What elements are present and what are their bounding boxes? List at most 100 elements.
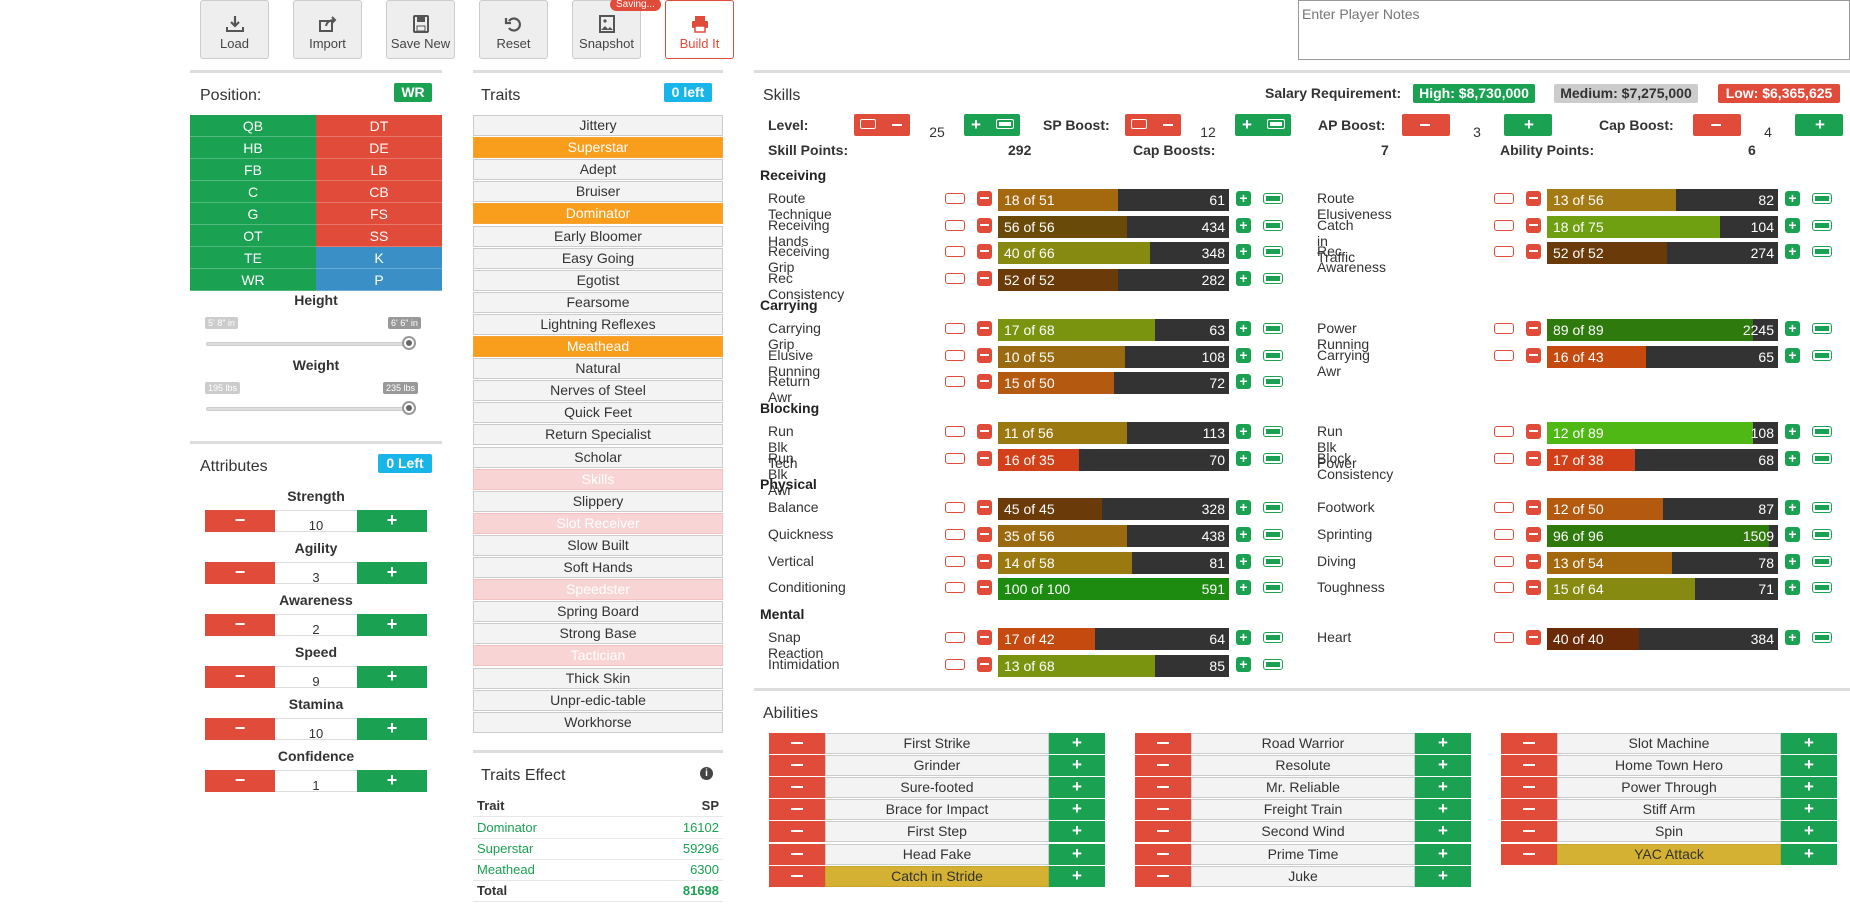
reset-button[interactable]: Reset (479, 0, 548, 59)
unboost-icon[interactable] (1494, 452, 1514, 464)
unboost-icon[interactable] (945, 529, 965, 540)
unboost-icon[interactable] (945, 555, 965, 567)
increase-skill-button[interactable]: + (1785, 630, 1800, 646)
ability-name[interactable]: Road Warrior (1191, 733, 1415, 754)
ability-name[interactable]: Resolute (1191, 755, 1415, 777)
trait-adept[interactable]: Adept (473, 159, 723, 181)
cap-boost-increase-button[interactable]: + (1795, 114, 1843, 136)
max-boost-icon[interactable] (1263, 582, 1283, 594)
increase-skill-button[interactable]: + (1785, 500, 1800, 516)
decrease-skill-button[interactable] (977, 320, 992, 336)
unboost-icon[interactable] (945, 376, 965, 388)
build-it-button[interactable]: Build It (665, 0, 734, 59)
decrease-skill-button[interactable] (1526, 244, 1541, 260)
increase-skill-button[interactable]: + (1236, 580, 1251, 596)
decrease-skill-button[interactable] (1526, 450, 1541, 466)
max-boost-icon[interactable] (1263, 425, 1283, 437)
ability-remove-button[interactable] (1135, 821, 1191, 843)
ability-name[interactable]: First Step (825, 821, 1049, 843)
ability-add-button[interactable]: + (1049, 821, 1105, 843)
max-boost-icon[interactable] (1812, 322, 1832, 334)
increase-skill-button[interactable]: + (1785, 527, 1800, 542)
trait-return-specialist[interactable]: Return Specialist (473, 424, 723, 446)
ability-name[interactable]: Brace for Impact (825, 799, 1049, 821)
unboost-icon[interactable] (1494, 322, 1514, 334)
max-boost-icon[interactable] (1812, 193, 1832, 204)
max-boost-icon[interactable] (1263, 555, 1283, 567)
max-boost-icon[interactable] (1812, 555, 1832, 567)
ability-add-button[interactable]: + (1049, 799, 1105, 821)
position-wr[interactable]: WR (190, 269, 316, 291)
increase-skill-button[interactable]: + (1236, 191, 1251, 206)
position-hb[interactable]: HB (190, 137, 316, 159)
increase-skill-button[interactable]: + (1236, 271, 1251, 287)
height-slider[interactable] (206, 342, 416, 346)
unboost-icon[interactable] (945, 193, 965, 204)
ability-name[interactable]: Spin (1557, 821, 1781, 843)
ability-add-button[interactable]: + (1781, 821, 1837, 843)
unboost-icon[interactable] (1494, 555, 1514, 567)
position-ot[interactable]: OT (190, 225, 316, 247)
unboost-icon[interactable] (1494, 632, 1514, 644)
attribute-increase-button[interactable]: + (357, 770, 427, 792)
unboost-icon[interactable] (945, 632, 965, 644)
max-boost-icon[interactable] (1263, 502, 1283, 514)
max-boost-icon[interactable] (1263, 193, 1283, 204)
attribute-increase-button[interactable]: + (357, 614, 427, 636)
ability-add-button[interactable]: + (1415, 733, 1471, 754)
position-fs[interactable]: FS (316, 203, 442, 225)
max-boost-icon[interactable] (1812, 529, 1832, 540)
position-k[interactable]: K (316, 247, 442, 269)
trait-early-bloomer[interactable]: Early Bloomer (473, 225, 723, 247)
attribute-decrease-button[interactable]: − (205, 770, 275, 792)
attribute-increase-button[interactable]: + (357, 562, 427, 584)
position-te[interactable]: TE (190, 247, 316, 269)
decrease-skill-button[interactable] (977, 374, 992, 390)
ability-add-button[interactable]: + (1415, 843, 1471, 865)
ability-add-button[interactable]: + (1415, 777, 1471, 799)
ability-add-button[interactable]: + (1781, 755, 1837, 777)
max-boost-icon[interactable] (1812, 502, 1832, 514)
ability-remove-button[interactable] (769, 865, 825, 887)
unboost-icon[interactable] (1494, 529, 1514, 540)
position-dt[interactable]: DT (316, 115, 442, 137)
unboost-icon[interactable] (945, 658, 965, 670)
trait-natural[interactable]: Natural (473, 358, 723, 380)
unboost-icon[interactable] (945, 502, 965, 514)
increase-skill-button[interactable]: + (1785, 217, 1800, 233)
ability-name[interactable]: Catch in Stride (825, 865, 1049, 887)
ability-add-button[interactable]: + (1781, 843, 1837, 865)
increase-skill-button[interactable]: + (1785, 244, 1800, 260)
increase-skill-button[interactable]: + (1236, 553, 1251, 569)
trait-spring-board[interactable]: Spring Board (473, 601, 723, 623)
ability-name[interactable]: YAC Attack (1557, 843, 1781, 865)
trait-easy-going[interactable]: Easy Going (473, 247, 723, 269)
unboost-icon[interactable] (945, 273, 965, 285)
ability-add-button[interactable]: + (1415, 755, 1471, 777)
ability-remove-button[interactable] (1135, 843, 1191, 865)
trait-thick-skin[interactable]: Thick Skin (473, 667, 723, 689)
increase-skill-button[interactable]: + (1236, 244, 1251, 260)
ability-name[interactable]: Juke (1191, 865, 1415, 887)
level-decrease-button[interactable] (854, 114, 910, 136)
increase-skill-button[interactable]: + (1236, 527, 1251, 542)
position-ss[interactable]: SS (316, 225, 442, 247)
position-c[interactable]: C (190, 181, 316, 203)
decrease-skill-button[interactable] (1526, 527, 1541, 542)
attribute-increase-button[interactable]: + (357, 718, 427, 740)
ability-remove-button[interactable] (1501, 777, 1557, 799)
increase-skill-button[interactable]: + (1236, 320, 1251, 336)
trait-slow-built[interactable]: Slow Built (473, 534, 723, 556)
trait-slippery[interactable]: Slippery (473, 490, 723, 512)
position-fb[interactable]: FB (190, 159, 316, 181)
unboost-icon[interactable] (945, 349, 965, 361)
max-boost-icon[interactable] (1812, 582, 1832, 594)
ability-add-button[interactable]: + (1049, 865, 1105, 887)
max-boost-icon[interactable] (1812, 219, 1832, 231)
unboost-icon[interactable] (1494, 582, 1514, 594)
info-icon[interactable]: i (700, 767, 713, 780)
player-notes-input[interactable] (1298, 0, 1850, 60)
attribute-decrease-button[interactable]: − (205, 562, 275, 584)
attribute-decrease-button[interactable]: − (205, 614, 275, 636)
attribute-increase-button[interactable]: + (357, 510, 427, 532)
